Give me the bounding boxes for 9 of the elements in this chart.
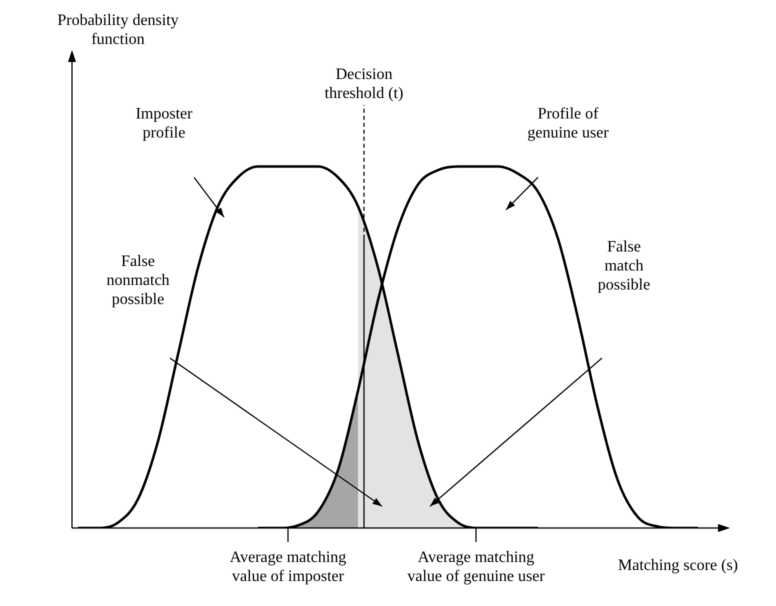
annotation: False nonmatch possible	[106, 252, 170, 308]
x-axis-title: Matching score (s)	[618, 557, 738, 574]
text: Probability density function	[57, 12, 179, 48]
text: Decision threshold (t)	[324, 66, 404, 102]
text: Imposter profile	[136, 106, 194, 142]
text: Profile of genuine user	[527, 106, 610, 142]
text: Average matching value of imposter	[230, 549, 346, 585]
text: Average matching value of genuine user	[407, 549, 546, 585]
annotation: False match possible	[598, 238, 650, 294]
